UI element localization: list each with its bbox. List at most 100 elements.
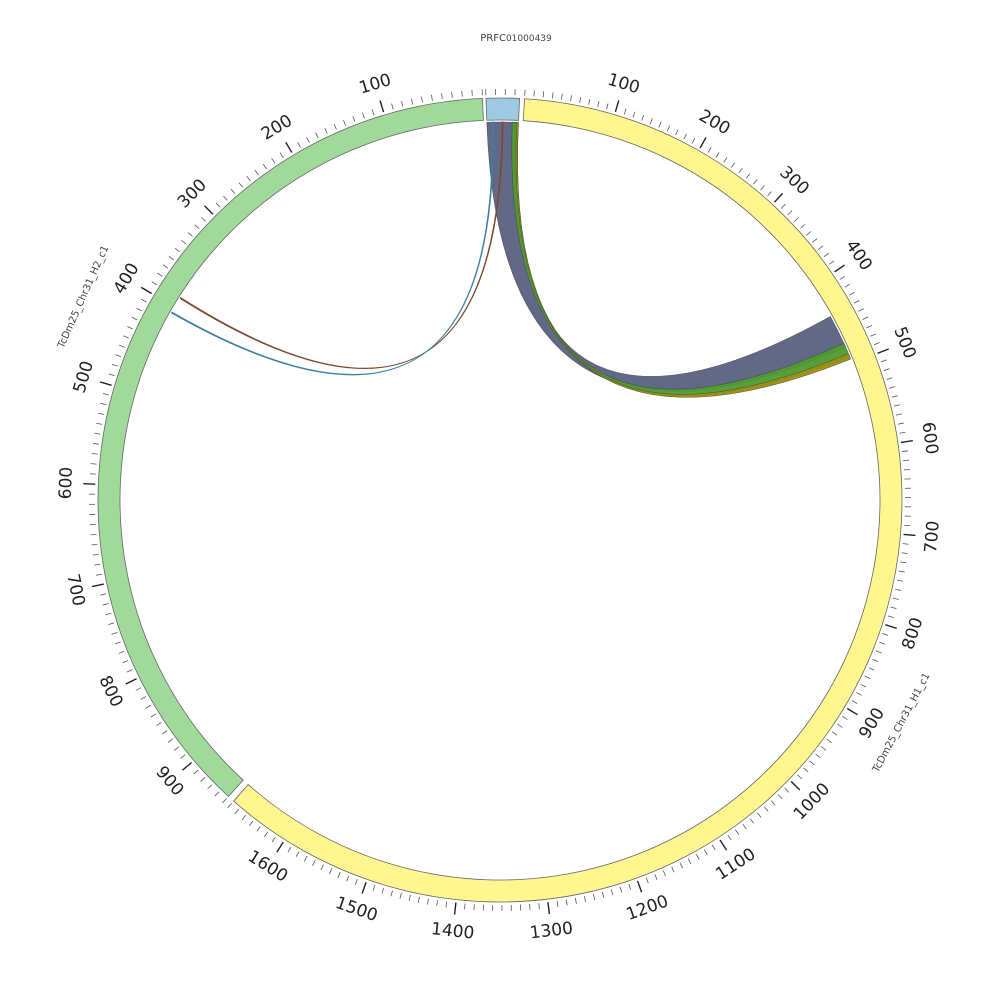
minor-tick — [703, 849, 708, 856]
tick-label-tcdm25-chr31-h1-c1: 1100 — [712, 844, 759, 884]
minor-tick — [122, 660, 129, 664]
minor-tick — [173, 746, 180, 751]
minor-tick — [887, 615, 894, 618]
major-tick — [614, 100, 620, 112]
minor-tick — [161, 730, 168, 735]
minor-tick — [797, 774, 803, 780]
minor-tick — [352, 116, 356, 122]
minor-tick — [842, 716, 848, 720]
minor-tick — [883, 368, 890, 372]
minor-tick — [707, 147, 712, 153]
minor-tick — [882, 633, 889, 636]
minor-tick — [408, 894, 411, 901]
minor-tick — [745, 173, 751, 179]
minor-tick — [297, 142, 301, 148]
minor-tick — [864, 675, 871, 680]
link-tcdm25-chr31-h2-c1 — [179, 121, 504, 369]
major-tick — [773, 192, 784, 203]
minor-tick — [829, 260, 835, 265]
minor-tick — [903, 459, 910, 462]
minor-tick — [533, 90, 535, 97]
minor-tick — [214, 791, 220, 797]
minor-tick — [333, 123, 337, 130]
minor-tick — [180, 754, 186, 759]
minor-tick — [131, 316, 138, 321]
minor-tick — [711, 844, 716, 851]
minor-tick — [156, 721, 162, 726]
minor-tick — [111, 363, 118, 367]
minor-tick — [343, 119, 347, 126]
minor-tick — [893, 404, 900, 407]
minor-tick — [151, 281, 158, 286]
major-tick — [91, 583, 104, 588]
minor-tick — [222, 798, 227, 804]
major-tick — [877, 348, 889, 354]
minor-tick — [241, 814, 247, 821]
minor-tick — [851, 700, 858, 704]
minor-tick — [809, 760, 815, 766]
minor-tick — [879, 641, 886, 645]
minor-tick — [135, 687, 142, 691]
minor-tick — [105, 612, 112, 616]
minor-tick — [826, 738, 832, 744]
minor-tick — [818, 245, 824, 250]
minor-tick — [695, 854, 700, 860]
minor-tick — [675, 129, 679, 136]
major-tick — [276, 841, 284, 853]
minor-tick — [436, 900, 438, 907]
minor-tick — [902, 450, 909, 452]
minor-tick — [749, 818, 755, 824]
minor-tick — [329, 868, 333, 875]
minor-tick — [849, 291, 855, 296]
minor-tick — [902, 543, 909, 545]
minor-tick — [777, 794, 783, 800]
major-tick — [453, 902, 457, 915]
minor-tick — [90, 463, 97, 465]
minor-tick — [784, 787, 790, 793]
major-tick — [903, 533, 916, 537]
minor-tick — [193, 769, 199, 775]
link-tcdm25-chr31-h2-c1 — [170, 121, 494, 376]
minor-tick — [610, 889, 614, 896]
minor-tick — [860, 683, 867, 688]
minor-tick — [645, 877, 649, 884]
minor-tick — [742, 823, 747, 830]
minor-tick — [287, 846, 292, 853]
minor-tick — [249, 820, 254, 826]
minor-tick — [870, 333, 877, 337]
minor-tick — [734, 829, 740, 835]
tick-label-tcdm25-chr31-h1-c1: 700 — [921, 520, 944, 554]
minor-tick — [207, 784, 213, 790]
minor-tick — [230, 188, 236, 194]
minor-tick — [800, 224, 806, 229]
minor-tick — [900, 561, 907, 564]
minor-tick — [632, 111, 636, 118]
minor-tick — [461, 90, 463, 97]
minor-tick — [886, 377, 893, 380]
minor-tick — [238, 182, 243, 188]
minor-tick — [306, 137, 310, 143]
minor-tick — [167, 738, 174, 743]
major-tick — [719, 839, 728, 851]
tick-label-tcdm25-chr31-h1-c1: 1300 — [529, 918, 574, 943]
ticks-layer — [83, 89, 916, 915]
minor-tick — [441, 93, 443, 100]
minor-tick — [561, 93, 563, 100]
minor-tick — [764, 806, 769, 812]
tick-label-tcdm25-chr31-h1-c1: 400 — [841, 236, 876, 274]
minor-tick — [271, 836, 276, 843]
minor-tick — [102, 603, 109, 606]
minor-tick — [91, 453, 98, 455]
minor-tick — [303, 855, 308, 862]
minor-tick — [588, 98, 591, 105]
minor-tick — [145, 704, 152, 709]
tick-label-tcdm25-chr31-h2-c1: 800 — [94, 673, 126, 711]
major-tick — [699, 137, 707, 149]
minor-tick — [200, 777, 206, 782]
minor-tick — [890, 606, 897, 609]
minor-tick — [346, 875, 350, 882]
minor-tick — [181, 240, 187, 245]
tick-label-tcdm25-chr31-h1-c1: 1600 — [244, 847, 291, 887]
minor-tick — [727, 834, 732, 841]
tick-label-tcdm25-chr31-h1-c1: 1500 — [333, 893, 380, 926]
